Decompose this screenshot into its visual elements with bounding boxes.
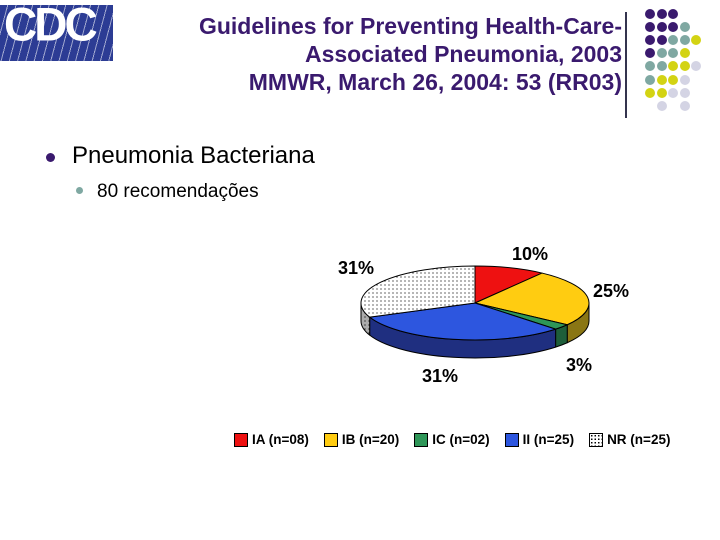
title-line-1: Guidelines for Preventing Health-Care- (198, 13, 622, 39)
cdc-logo: CDC (0, 5, 113, 61)
legend-swatch-icon (589, 432, 604, 447)
legend-swatch-icon (323, 432, 338, 447)
legend-swatch-icon (234, 432, 248, 447)
pie-label-ic: 3% (565, 355, 592, 375)
bullet-icon (46, 153, 55, 162)
pie-label-nr: 31% (337, 258, 375, 278)
cdc-logo-lines (0, 5, 113, 61)
legend-label: IA (n=08) (252, 432, 309, 447)
legend-label: II (n=25) (522, 432, 575, 447)
legend-label: IC (n=02) (432, 432, 490, 447)
bullet-text-level2: 80 recomendações (97, 181, 259, 202)
legend-item-ia: IA (n=08) (234, 432, 309, 447)
pie-label-ib: 25% (592, 281, 630, 301)
legend-item-ib: IB (n=20) (323, 432, 400, 447)
cdc-logo-text: CDC (4, 5, 98, 51)
legend-label: IB (n=20) (341, 432, 400, 447)
slide-title: Guidelines for Preventing Health-Care- A… (118, 12, 622, 96)
title-line-3: MMWR, March 26, 2004: 53 (RR03) (248, 69, 622, 95)
pie-label-ii: 31% (421, 366, 459, 386)
legend-swatch-icon (414, 432, 429, 447)
legend-item-ic: IC (n=02) (414, 432, 490, 447)
legend-item-ii: II (n=25) (504, 432, 575, 447)
title-line-2: Associated Pneumonia, 2003 (304, 41, 622, 67)
legend-label: NR (n=25) (607, 432, 671, 447)
title-divider-line (625, 12, 627, 118)
pie-label-ia: 10% (511, 244, 549, 264)
bullet-text-level1: Pneumonia Bacteriana (72, 142, 315, 169)
legend-swatch-icon (504, 432, 519, 447)
chart-legend: IA (n=08) IB (n=20) IC (n=02) II (n=25) … (234, 432, 710, 447)
legend-item-nr: NR (n=25) (589, 432, 670, 447)
sub-bullet-icon (76, 187, 83, 194)
dots-decoration (645, 9, 715, 129)
